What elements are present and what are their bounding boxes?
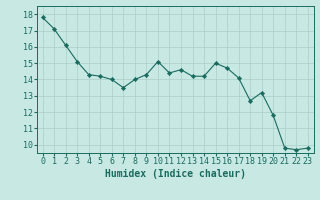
X-axis label: Humidex (Indice chaleur): Humidex (Indice chaleur) [105,169,246,179]
